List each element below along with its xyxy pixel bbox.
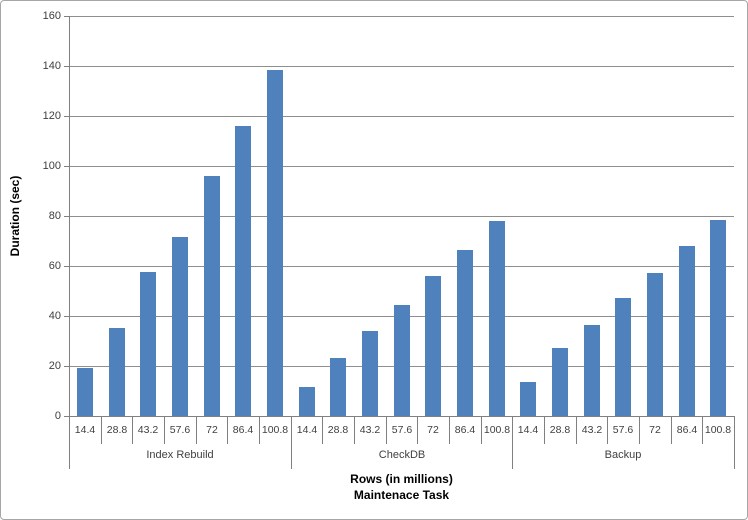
category-separator	[101, 416, 102, 444]
category-label: 14.4	[296, 424, 318, 436]
y-axis-tick	[64, 66, 69, 67]
x-axis-title-task: Maintenace Task	[353, 488, 450, 502]
bar-checkdb-57.6	[394, 305, 410, 416]
y-tick-label: 100	[42, 160, 61, 172]
category-separator	[322, 416, 323, 444]
category-separator	[449, 416, 450, 444]
y-axis-tick	[64, 166, 69, 167]
category-label: 14.4	[74, 424, 96, 436]
bar-backup-86.4	[679, 246, 695, 416]
y-tick-label: 120	[42, 110, 61, 122]
group-separator	[69, 416, 70, 469]
category-separator	[639, 416, 640, 444]
y-gridline	[69, 216, 734, 217]
bar-index-rebuild-14.4	[77, 368, 93, 416]
category-label: 86.4	[676, 424, 698, 436]
bar-backup-100.8	[710, 220, 726, 416]
y-tick-label: 40	[48, 310, 61, 322]
bar-checkdb-86.4	[457, 250, 473, 416]
category-label: 28.8	[327, 424, 349, 436]
bar-checkdb-28.8	[330, 358, 346, 416]
y-tick-label: 60	[48, 260, 61, 272]
y-axis-tick	[64, 16, 69, 17]
bar-checkdb-14.4	[299, 387, 315, 416]
bar-backup-14.4	[520, 382, 536, 416]
category-separator	[481, 416, 482, 444]
y-axis-tick	[64, 416, 69, 417]
x-axis-line	[69, 416, 735, 417]
category-separator	[164, 416, 165, 444]
y-gridline	[69, 116, 734, 117]
y-axis-line	[69, 16, 70, 416]
category-label: 43.2	[137, 424, 159, 436]
bar-index-rebuild-57.6	[172, 237, 188, 416]
y-axis-tick	[64, 216, 69, 217]
bar-backup-57.6	[615, 298, 631, 416]
category-separator	[132, 416, 133, 444]
bar-index-rebuild-43.2	[140, 272, 156, 416]
bar-backup-43.2	[584, 325, 600, 416]
y-gridline	[69, 16, 734, 17]
category-separator	[544, 416, 545, 444]
group-label-checkdb: CheckDB	[378, 449, 426, 461]
y-gridline	[69, 166, 734, 167]
category-label: 72	[649, 424, 661, 436]
bar-checkdb-43.2	[362, 331, 378, 416]
category-label: 100.8	[483, 424, 511, 436]
bar-index-rebuild-100.8	[267, 70, 283, 416]
group-separator	[291, 416, 292, 469]
bar-checkdb-100.8	[489, 221, 505, 416]
category-label: 72	[427, 424, 439, 436]
group-separator	[734, 416, 735, 469]
bar-index-rebuild-28.8	[109, 328, 125, 416]
category-label: 57.6	[169, 424, 191, 436]
category-label: 57.6	[612, 424, 634, 436]
bar-index-rebuild-86.4	[235, 126, 251, 416]
category-separator	[671, 416, 672, 444]
bar-backup-72	[647, 273, 663, 416]
category-separator	[196, 416, 197, 444]
y-axis-tick	[64, 116, 69, 117]
group-separator	[512, 416, 513, 469]
category-separator	[417, 416, 418, 444]
y-axis-tick	[64, 366, 69, 367]
y-tick-label: 140	[42, 60, 61, 72]
group-label-index-rebuild: Index Rebuild	[146, 449, 214, 461]
category-label: 100.8	[261, 424, 289, 436]
category-separator	[386, 416, 387, 444]
y-gridline	[69, 266, 734, 267]
y-tick-label: 20	[48, 360, 61, 372]
category-label: 43.2	[359, 424, 381, 436]
y-tick-label: 160	[42, 10, 61, 22]
y-axis-tick	[64, 316, 69, 317]
bar-index-rebuild-72	[204, 176, 220, 416]
group-label-backup: Backup	[604, 449, 642, 461]
category-label: 72	[206, 424, 218, 436]
category-label: 57.6	[391, 424, 413, 436]
category-separator	[607, 416, 608, 444]
category-label: 86.4	[232, 424, 254, 436]
category-separator	[259, 416, 260, 444]
category-label: 100.8	[704, 424, 732, 436]
category-separator	[702, 416, 703, 444]
category-separator	[227, 416, 228, 444]
y-axis-title: Duration (sec)	[8, 175, 22, 257]
y-gridline	[69, 66, 734, 67]
y-tick-label: 80	[48, 210, 61, 222]
category-label: 14.4	[517, 424, 539, 436]
y-axis-tick	[64, 266, 69, 267]
category-separator	[576, 416, 577, 444]
category-label: 86.4	[454, 424, 476, 436]
y-tick-label: 0	[54, 410, 61, 422]
bar-checkdb-72	[425, 276, 441, 416]
category-separator	[354, 416, 355, 444]
category-label: 43.2	[581, 424, 603, 436]
bar-backup-28.8	[552, 348, 568, 416]
x-axis-title-rows: Rows (in millions)	[350, 472, 453, 486]
category-label: 28.8	[549, 424, 571, 436]
category-label: 28.8	[106, 424, 128, 436]
